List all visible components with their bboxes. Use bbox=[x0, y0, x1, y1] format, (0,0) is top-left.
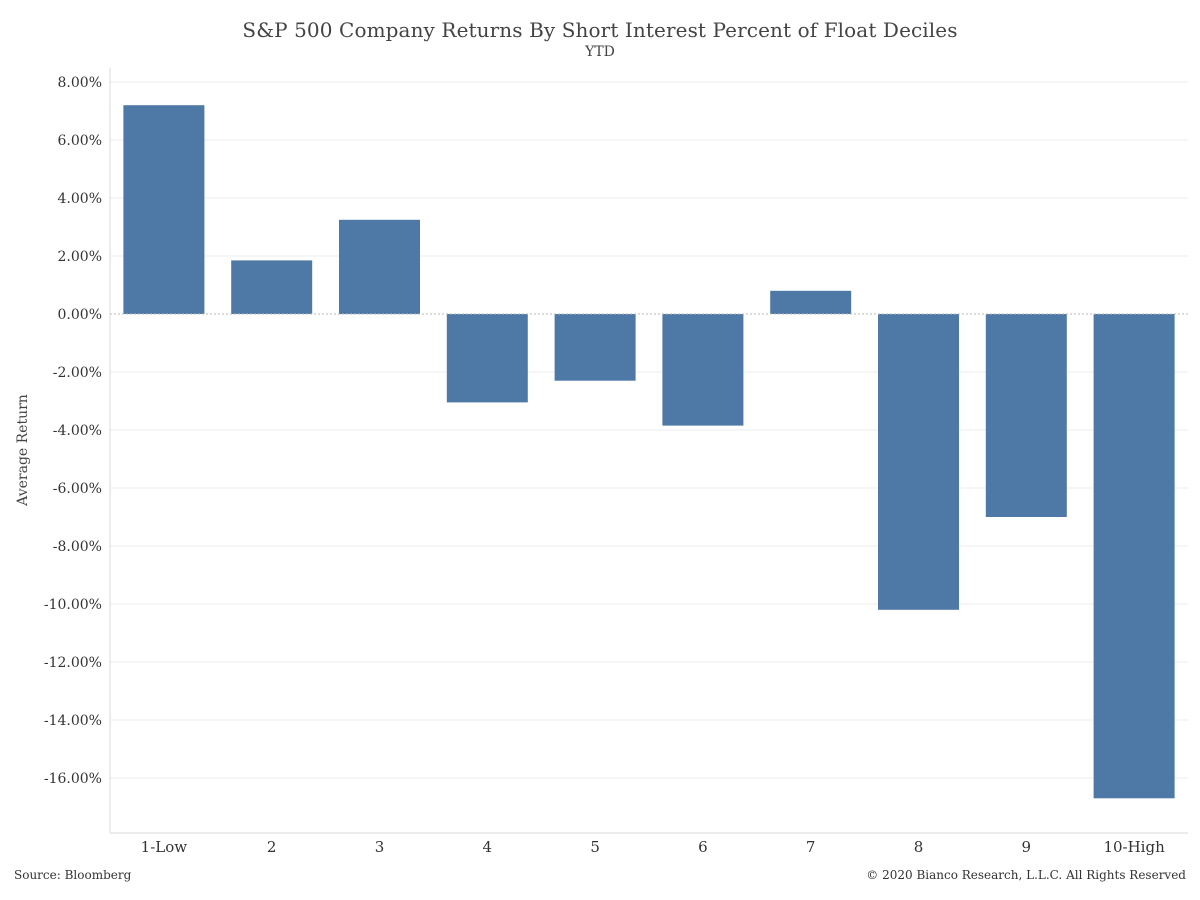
bars bbox=[123, 105, 1175, 799]
chart-title: S&P 500 Company Returns By Short Interes… bbox=[242, 18, 958, 42]
bar bbox=[662, 314, 744, 426]
bar bbox=[231, 260, 313, 314]
bar bbox=[1093, 314, 1175, 799]
x-tick-label: 1-Low bbox=[141, 838, 188, 856]
x-tick-label: 6 bbox=[698, 838, 708, 856]
x-tick-label: 2 bbox=[267, 838, 277, 856]
y-tick-label: 8.00% bbox=[58, 75, 102, 91]
x-tick-label: 4 bbox=[483, 838, 493, 856]
bar bbox=[770, 290, 852, 314]
y-tick-label: -8.00% bbox=[53, 539, 102, 555]
bar bbox=[339, 219, 420, 315]
bar bbox=[446, 314, 528, 403]
y-tick-label: -2.00% bbox=[53, 365, 102, 381]
y-axis-label: Average Return bbox=[15, 394, 31, 507]
bar bbox=[554, 314, 636, 381]
x-tick-label: 7 bbox=[806, 838, 816, 856]
y-tick-label: -10.00% bbox=[44, 597, 102, 613]
y-tick-label: 0.00% bbox=[58, 307, 102, 323]
y-axis-ticks: 8.00% 6.00% 4.00% 2.00% 0.00% -2.00% -4.00% -6.… bbox=[44, 75, 102, 787]
chart-subtitle: YTD bbox=[585, 44, 615, 60]
x-tick-label: 10-High bbox=[1103, 838, 1165, 856]
copyright-note: © 2020 Bianco Research, L.L.C. All Right… bbox=[866, 868, 1186, 882]
source-note: Source: Bloomberg bbox=[14, 868, 132, 882]
bar bbox=[123, 105, 205, 314]
gridlines bbox=[110, 81, 1188, 779]
y-tick-label: -6.00% bbox=[53, 481, 102, 497]
y-tick-label: 2.00% bbox=[58, 249, 102, 265]
x-tick-label: 3 bbox=[375, 838, 385, 856]
x-tick-label: 8 bbox=[914, 838, 924, 856]
bar bbox=[985, 314, 1067, 517]
y-tick-label: -14.00% bbox=[44, 713, 102, 729]
x-axis-ticks: 1-Low 2 3 4 5 6 7 8 9 10-High bbox=[141, 838, 1165, 856]
x-tick-label: 9 bbox=[1022, 838, 1032, 856]
y-tick-label: -12.00% bbox=[44, 655, 102, 671]
y-tick-label: -16.00% bbox=[44, 771, 102, 787]
y-tick-label: -4.00% bbox=[53, 423, 102, 439]
x-tick-label: 5 bbox=[590, 838, 600, 856]
y-tick-label: 6.00% bbox=[58, 133, 102, 149]
bar bbox=[878, 314, 959, 610]
y-tick-label: 4.00% bbox=[58, 191, 102, 207]
